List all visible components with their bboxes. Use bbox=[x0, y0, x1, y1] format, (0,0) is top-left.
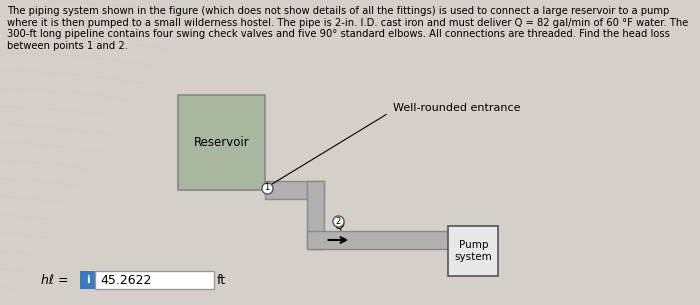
Text: Well-rounded entrance: Well-rounded entrance bbox=[393, 103, 521, 113]
Bar bbox=[307, 231, 448, 249]
Text: 1: 1 bbox=[265, 184, 270, 192]
Text: The piping system shown in the figure (which does not show details of all the fi: The piping system shown in the figure (w… bbox=[7, 6, 689, 51]
Bar bbox=[95, 271, 214, 289]
Text: 2: 2 bbox=[336, 217, 341, 225]
Text: 45.2622: 45.2622 bbox=[101, 274, 152, 286]
Text: ft: ft bbox=[217, 274, 226, 286]
Bar bbox=[80, 271, 95, 289]
Bar bbox=[178, 95, 265, 190]
Text: Q: Q bbox=[335, 218, 344, 231]
Bar bbox=[265, 181, 323, 199]
Text: i: i bbox=[86, 275, 90, 285]
Text: Reservoir: Reservoir bbox=[194, 136, 250, 149]
Bar bbox=[307, 181, 323, 249]
Bar bbox=[448, 226, 498, 276]
Text: Pump
system: Pump system bbox=[454, 240, 492, 262]
Text: hℓ =: hℓ = bbox=[41, 274, 69, 286]
